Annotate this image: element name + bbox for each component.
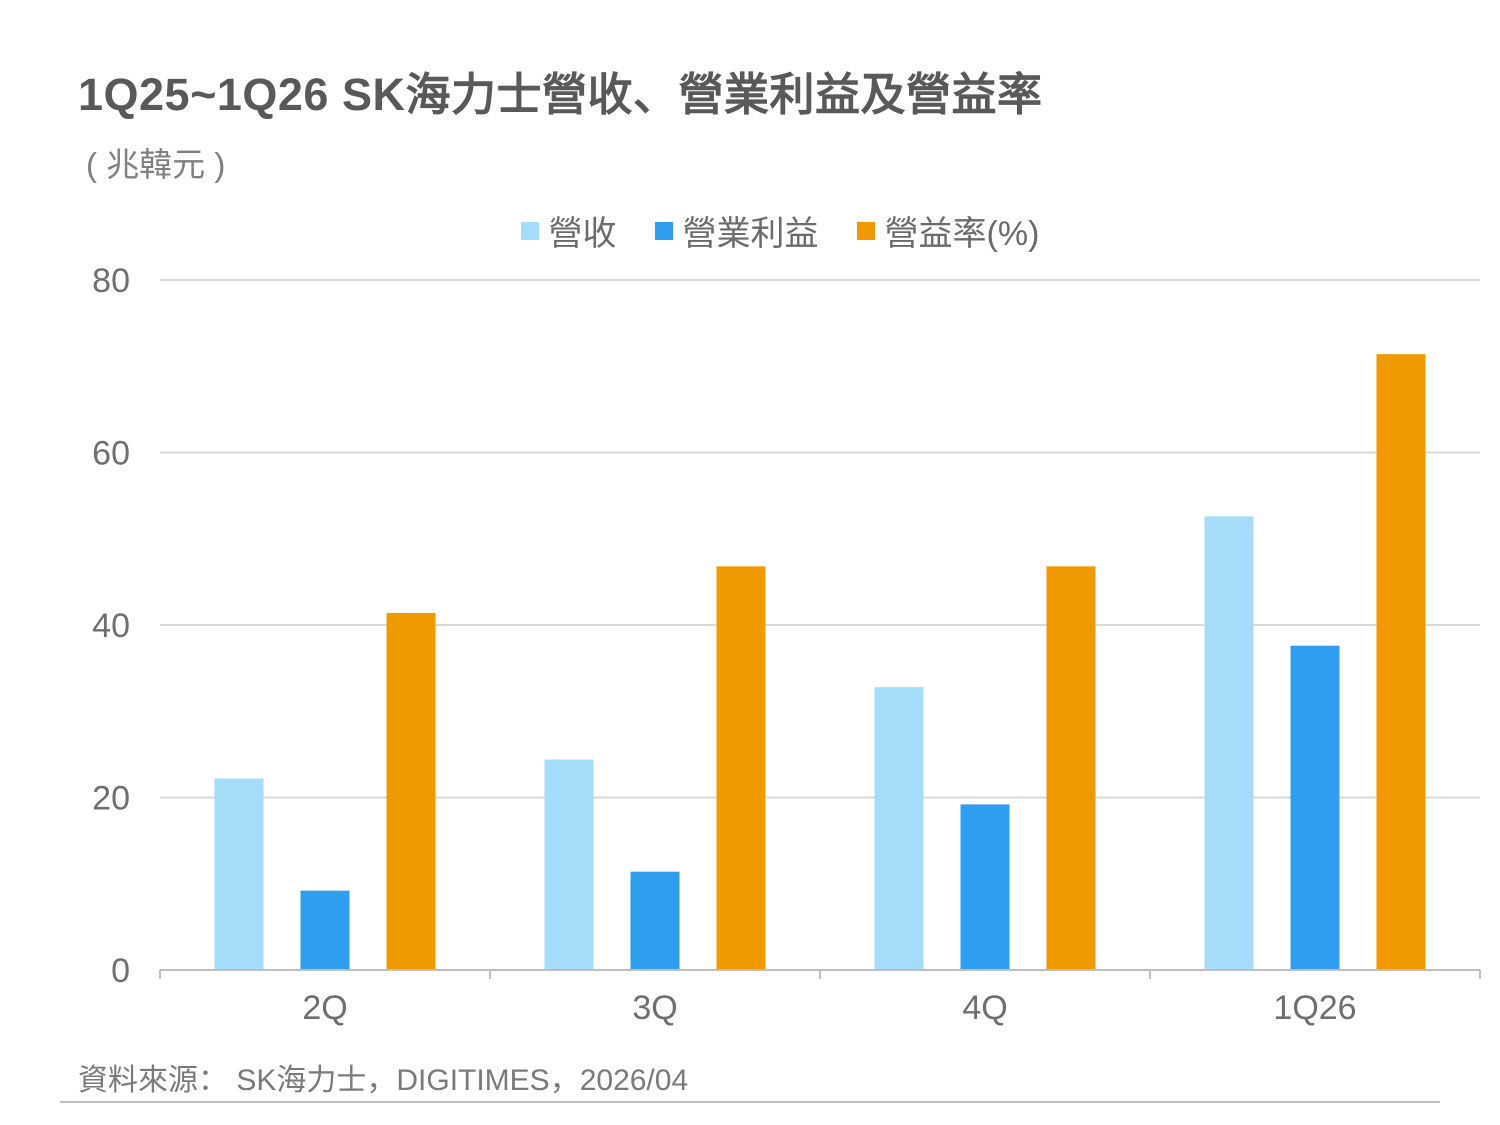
chart-legend: 營收 營業利益 營益率(%) bbox=[0, 206, 1500, 255]
x-tick-label-3Q: 3Q bbox=[632, 989, 677, 1027]
y-tick-label-20: 20 bbox=[92, 780, 130, 818]
x-tick-label-4Q: 4Q bbox=[962, 989, 1007, 1027]
bar-2Q-series-1 bbox=[300, 890, 350, 970]
legend-label-revenue: 營收 bbox=[548, 215, 617, 253]
bar-3Q-series-0 bbox=[544, 759, 594, 970]
legend-swatch-revenue bbox=[520, 221, 539, 240]
x-axis bbox=[159, 969, 1481, 979]
bars bbox=[214, 354, 1426, 970]
y-tick-label-40: 40 bbox=[92, 607, 130, 645]
chart-unit: ( 兆韓元 ) bbox=[86, 146, 226, 183]
legend-label-operating-margin: 營益率(%) bbox=[884, 215, 1040, 253]
bar-2Q-series-2 bbox=[386, 612, 436, 970]
x-axis-ticks: 2Q 3Q 4Q 1Q26 bbox=[302, 989, 1356, 1027]
source-note: 資料來源： SK海力士，DIGITIMES，2026/04 bbox=[78, 1064, 689, 1097]
legend-item-operating-margin: 營益率(%) bbox=[856, 206, 1040, 255]
legend-swatch-operating-margin bbox=[856, 221, 875, 240]
bar-4Q-series-1 bbox=[960, 804, 1010, 970]
bar-2Q-series-0 bbox=[214, 778, 264, 970]
bar-1Q26-series-1 bbox=[1290, 645, 1340, 970]
bar-3Q-series-2 bbox=[716, 566, 766, 970]
bar-4Q-series-0 bbox=[874, 687, 924, 970]
legend-item-revenue: 營收 bbox=[520, 206, 617, 255]
bottom-divider bbox=[60, 1101, 1440, 1103]
y-tick-label-80: 80 bbox=[92, 262, 130, 300]
y-tick-label-60: 60 bbox=[92, 435, 130, 473]
x-tick-label-2Q: 2Q bbox=[302, 989, 347, 1027]
gridlines bbox=[160, 279, 1480, 799]
x-tick-label-1Q26: 1Q26 bbox=[1273, 989, 1356, 1027]
bar-1Q26-series-2 bbox=[1376, 354, 1426, 970]
legend-swatch-operating-profit bbox=[654, 221, 673, 240]
legend-item-operating-profit: 營業利益 bbox=[654, 206, 819, 255]
bar-3Q-series-1 bbox=[630, 871, 680, 970]
y-axis-ticks: 0 20 40 60 80 bbox=[92, 262, 130, 990]
chart-title: 1Q25~1Q26 SK海力士營收、營業利益及營益率 bbox=[78, 69, 1043, 120]
legend-label-operating-profit: 營業利益 bbox=[682, 215, 819, 253]
y-tick-label-0: 0 bbox=[111, 952, 130, 990]
bar-1Q26-series-0 bbox=[1204, 516, 1254, 970]
bar-4Q-series-2 bbox=[1046, 566, 1096, 970]
